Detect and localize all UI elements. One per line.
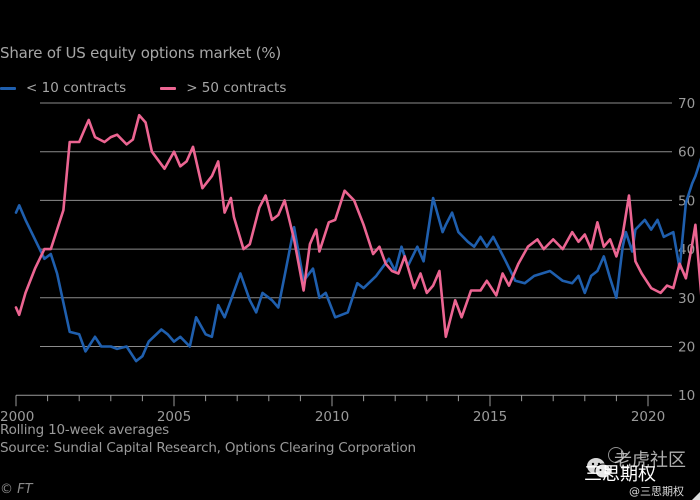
legend-label-small-contracts: < 10 contracts xyxy=(26,80,127,96)
watermark-account: 三思期权 xyxy=(584,464,656,485)
x-tick-label-2005: 2005 xyxy=(157,409,191,425)
series-lines xyxy=(14,113,700,363)
legend-swatch-large-contracts xyxy=(160,86,177,90)
x-tick-label-2010: 2010 xyxy=(315,409,349,425)
corner-mark xyxy=(692,492,700,500)
y-tick-label-60: 60 xyxy=(678,145,695,161)
y-tick-label-20: 20 xyxy=(678,340,695,356)
gridlines xyxy=(16,102,672,396)
copyright: © FT xyxy=(0,482,33,497)
y-tick-label-70: 70 xyxy=(678,96,695,112)
y-tick-label-30: 30 xyxy=(678,291,695,307)
chart-title: Share of US equity options market (%) xyxy=(0,44,282,62)
x-tick-label-2000: 2000 xyxy=(0,409,34,425)
series-line-large-contracts xyxy=(14,113,700,339)
x-tick-label-2015: 2015 xyxy=(473,409,507,425)
x-axis: 2000 2005 2010 2015 2020 xyxy=(0,395,665,425)
note-source: Source: Sundial Capital Research, Option… xyxy=(0,440,416,456)
legend-item-large-contracts: > 50 contracts xyxy=(160,80,286,96)
note-rolling-average: Rolling 10-week averages xyxy=(0,422,170,438)
y-tick-label-10: 10 xyxy=(678,388,695,404)
legend-swatch-small-contracts xyxy=(0,86,16,90)
watermark-handle: @三思期权 xyxy=(629,485,684,498)
legend-item-small-contracts: < 10 contracts xyxy=(0,80,126,96)
watermark-brush-icon xyxy=(608,447,624,463)
legend: < 10 contracts > 50 contracts xyxy=(0,79,320,97)
wechat-icon xyxy=(587,458,612,479)
legend-label-large-contracts: > 50 contracts xyxy=(186,80,287,96)
watermark-community: 老虎社区 xyxy=(614,450,686,471)
x-tick-label-2020: 2020 xyxy=(631,409,665,425)
series-line-small-contracts xyxy=(14,157,700,363)
